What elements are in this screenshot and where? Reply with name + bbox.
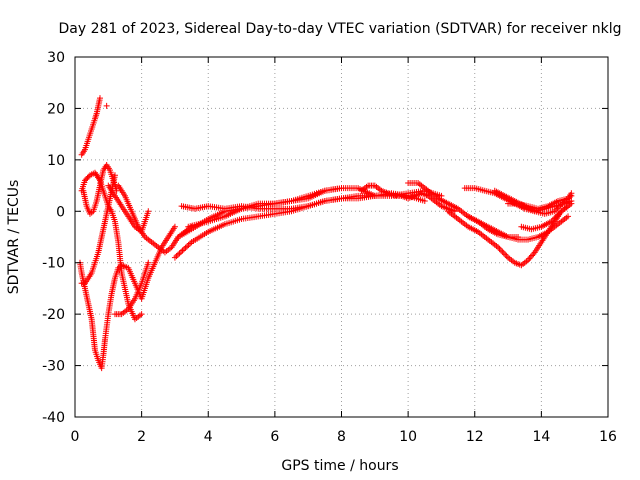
data-point [503, 253, 510, 260]
ticks-layer: 0 2 4 6 8 10 12 14 16 -40 -30 -20 -10 0 10 20 30 [42, 50, 617, 445]
x-tick-label: 2 [137, 429, 146, 445]
y-tick-label: -30 [42, 359, 65, 375]
data-point [549, 217, 556, 224]
y-tick-label: -20 [42, 307, 65, 323]
x-tick-label: 10 [399, 429, 417, 445]
data-point [181, 246, 188, 253]
series-track-c [76, 259, 108, 372]
series-track-o [358, 182, 458, 215]
series-track-a [78, 95, 103, 158]
series-track-b [103, 102, 110, 109]
data-point [499, 248, 506, 255]
data-point [103, 102, 110, 109]
data-point [497, 247, 504, 254]
data-point [496, 245, 503, 252]
data-point [177, 248, 184, 255]
data-point [145, 259, 152, 266]
series-track-h [115, 182, 195, 256]
data-point [554, 205, 561, 212]
x-tick-label: 4 [204, 429, 213, 445]
data-point [553, 206, 560, 213]
data-point [565, 213, 572, 220]
data-point [111, 172, 118, 179]
data-point [568, 200, 575, 207]
data-point [555, 203, 562, 210]
series-track-g [80, 162, 120, 217]
data-point [173, 253, 180, 260]
data-point [527, 254, 534, 261]
data-point [179, 247, 186, 254]
data-point [552, 214, 559, 221]
x-tick-label: 6 [270, 429, 279, 445]
y-tick-label: 0 [56, 204, 65, 220]
data-point [338, 185, 345, 192]
y-tick-label: -40 [42, 410, 65, 426]
series-track-f [78, 169, 145, 323]
grid-layer [75, 57, 608, 417]
data-point [171, 254, 178, 261]
data-point [421, 198, 428, 204]
series-track-i [105, 182, 152, 235]
series-track-d [101, 223, 178, 343]
data-point [554, 212, 561, 219]
data-point [529, 252, 536, 259]
series-track-n [175, 185, 345, 240]
y-tick-label: 20 [47, 101, 65, 117]
data-point [526, 255, 533, 262]
data-point [145, 208, 152, 215]
series-track-v [518, 200, 575, 233]
data-point [371, 192, 378, 199]
data-point [551, 208, 558, 215]
y-axis-label: SDTVAR / TECUs [6, 180, 22, 295]
data-point [174, 251, 181, 258]
data-point [182, 244, 189, 251]
y-tick-label: -10 [42, 256, 65, 272]
series-track-j [111, 259, 152, 318]
data-point [500, 250, 507, 257]
chart-title: Day 281 of 2023, Sidereal Day-to-day VTE… [59, 21, 622, 37]
data-point [184, 243, 191, 250]
x-tick-label: 8 [337, 429, 346, 445]
data-point [551, 215, 558, 222]
data-point [502, 251, 509, 258]
data-point [176, 250, 183, 257]
data-point [568, 190, 575, 197]
data-point [555, 211, 562, 218]
x-axis-label: GPS time / hours [281, 458, 398, 474]
x-tick-label: 14 [532, 429, 550, 445]
series-track-r [465, 213, 572, 243]
data-point [138, 311, 145, 318]
data-points-layer [76, 95, 575, 372]
data-point [548, 218, 555, 225]
data-point [495, 244, 502, 251]
x-tick-label: 0 [71, 429, 80, 445]
series-track-u [505, 190, 575, 212]
y-tick-label: 30 [47, 50, 65, 66]
x-tick-label: 16 [599, 429, 617, 445]
x-tick-label: 12 [466, 429, 484, 445]
data-point [96, 95, 103, 102]
y-tick-label: 10 [47, 153, 65, 169]
data-point [185, 241, 192, 248]
data-point [171, 223, 178, 230]
data-point [556, 209, 563, 216]
